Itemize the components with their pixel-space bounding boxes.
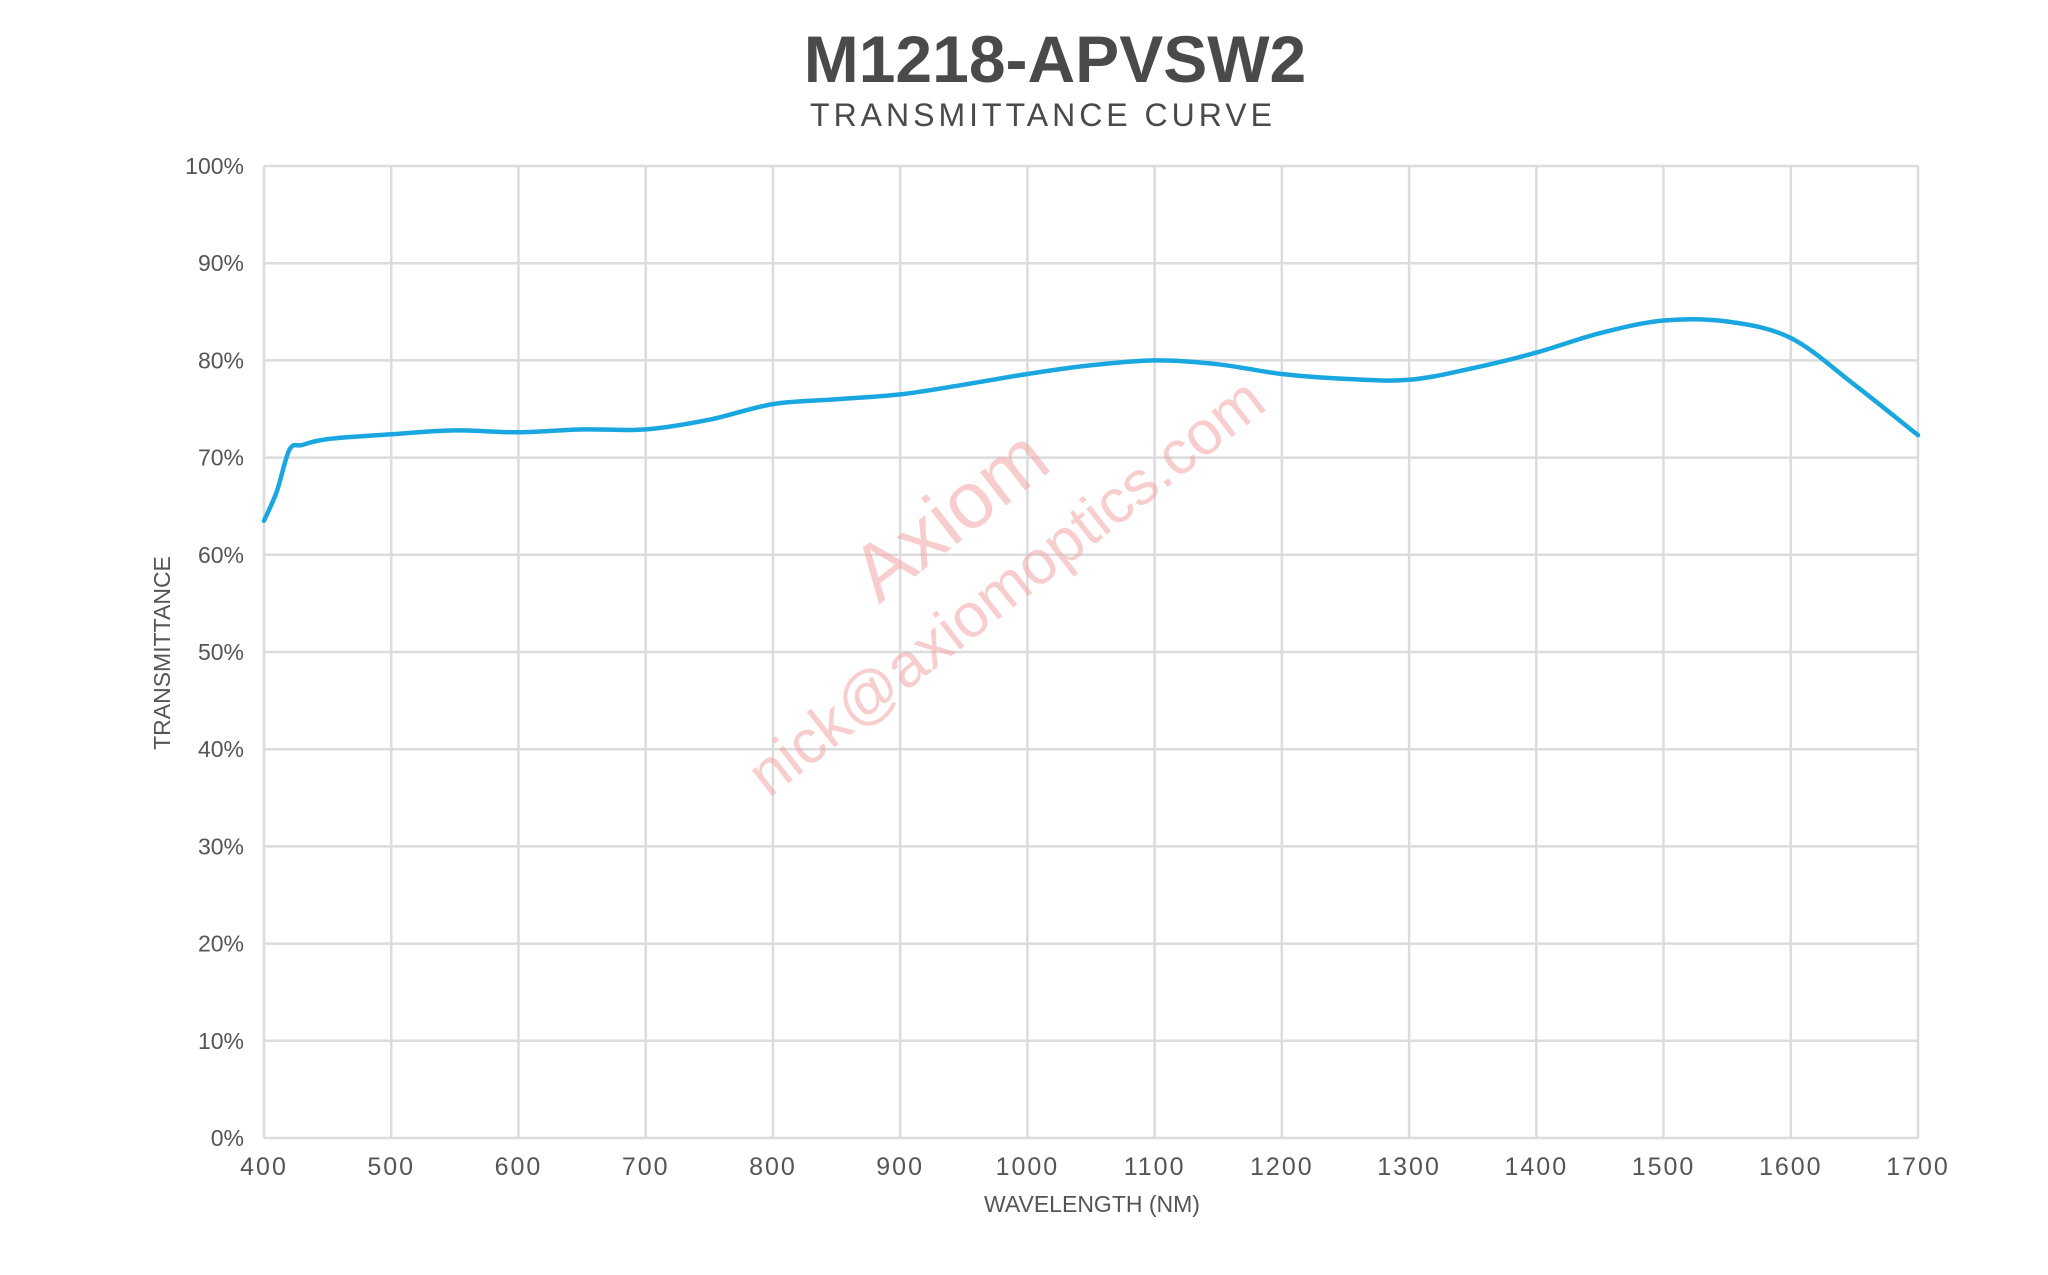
x-tick-label: 1100 <box>1124 1153 1186 1181</box>
x-tick-label: 700 <box>622 1153 670 1181</box>
x-tick-label: 1600 <box>1759 1153 1823 1181</box>
y-tick-label: 70% <box>198 445 244 471</box>
y-tick-label: 50% <box>198 639 244 665</box>
x-tick-label: 1300 <box>1377 1153 1441 1181</box>
chart-subtitle: TRANSMITTANCE CURVE <box>810 97 1276 133</box>
x-axis-label: WAVELENGTH (NM) <box>984 1191 1200 1217</box>
y-tick-label: 0% <box>211 1125 244 1151</box>
y-tick-labels: 0% 10% 20% 30% 40% 50% 60% 70% 80% 90% 100% <box>185 153 244 1151</box>
transmittance-line <box>261 316 1921 524</box>
x-tick-label: 1400 <box>1504 1153 1568 1181</box>
x-tick-label: 600 <box>495 1153 543 1181</box>
y-tick-label: 30% <box>198 833 244 859</box>
y-tick-label: 100% <box>185 153 244 179</box>
x-tick-label: 400 <box>240 1153 288 1181</box>
x-tick-label: 500 <box>367 1153 415 1181</box>
x-tick-label: 900 <box>876 1153 924 1181</box>
x-tick-label: 1200 <box>1250 1153 1314 1181</box>
series-group <box>261 316 1921 524</box>
y-tick-label: 10% <box>198 1028 244 1054</box>
y-tick-label: 40% <box>198 736 244 762</box>
y-tick-label: 80% <box>198 347 244 373</box>
x-tick-label: 1500 <box>1632 1153 1696 1181</box>
y-tick-label: 90% <box>198 250 244 276</box>
chart-title: M1218-APVSW2 <box>804 22 1307 96</box>
y-tick-label: 60% <box>198 542 244 568</box>
y-axis-label: TRANSMITTANCE <box>149 556 175 750</box>
y-tick-label: 20% <box>198 931 244 957</box>
x-tick-label: 800 <box>749 1153 797 1181</box>
x-tick-label: 1700 <box>1886 1153 1950 1181</box>
x-tick-label: 1000 <box>996 1153 1060 1181</box>
x-tick-labels: 400 500 600 700 800 900 1000 1100 1200 1300 1400 15… <box>240 1153 1950 1181</box>
grid-lines <box>262 164 1920 1140</box>
